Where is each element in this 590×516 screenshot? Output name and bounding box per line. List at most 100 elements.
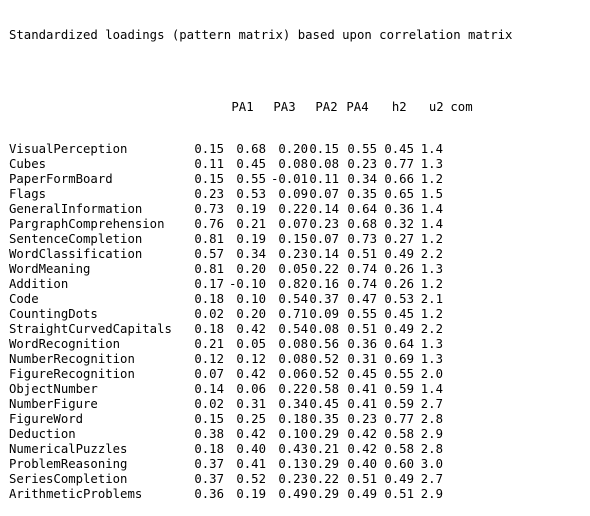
uniqueness-u2: 0.49 <box>384 322 414 336</box>
loading-pa3: 0.68 <box>236 142 266 156</box>
uniqueness-u2: 0.65 <box>384 187 414 201</box>
loading-pa2: 0.34 <box>278 397 308 411</box>
loading-pa4: 0.08 <box>309 157 339 171</box>
variable-name: WordMeaning <box>9 262 91 276</box>
loading-pa1: 0.57 <box>194 247 224 261</box>
loading-pa2: 0.23 <box>278 247 308 261</box>
variable-name: Cubes <box>9 157 47 171</box>
communality-h2: 0.36 <box>347 337 377 351</box>
loading-pa4: 0.21 <box>309 442 339 456</box>
uniqueness-u2: 0.58 <box>384 442 414 456</box>
variable-name: NumberRecognition <box>9 352 135 366</box>
complexity-com: 2.9 <box>420 487 443 501</box>
table-row: ObjectNumber 0.14 0.06 0.220.58 0.41 0.59 1.4 <box>9 382 512 397</box>
loading-pa4: 0.16 <box>309 277 339 291</box>
table-row: StraightCurvedCapitals 0.18 0.42 0.540.08 0.… <box>9 322 512 337</box>
communality-h2: 0.35 <box>347 187 377 201</box>
communality-h2: 0.23 <box>347 157 377 171</box>
table-row: Deduction 0.38 0.42 0.100.29 0.42 0.58 2.9 <box>9 427 512 442</box>
loading-pa1: 0.21 <box>194 337 224 351</box>
loading-pa3: 0.52 <box>236 472 266 486</box>
complexity-com: 2.8 <box>420 412 443 426</box>
variable-name: Flags <box>9 187 47 201</box>
loading-pa1: 0.15 <box>194 142 224 156</box>
loading-pa2: 0.54 <box>278 292 308 306</box>
loading-pa3: 0.31 <box>236 397 266 411</box>
table-row: SentenceCompletion 0.81 0.19 0.150.07 0.73 0.… <box>9 232 512 247</box>
loading-pa1: 0.23 <box>194 187 224 201</box>
communality-h2: 0.51 <box>347 472 377 486</box>
loading-pa1: 0.81 <box>194 262 224 276</box>
loading-pa4: 0.08 <box>309 322 339 336</box>
variable-name: NumericalPuzzles <box>9 442 128 456</box>
loading-pa1: 0.76 <box>194 217 224 231</box>
uniqueness-u2: 0.36 <box>384 202 414 216</box>
loading-pa4: 0.22 <box>309 262 339 276</box>
complexity-com: 1.2 <box>420 277 443 291</box>
loading-pa4: 0.37 <box>309 292 339 306</box>
loading-pa4: 0.07 <box>309 232 339 246</box>
loading-pa4: 0.56 <box>309 337 339 351</box>
loading-pa4: 0.11 <box>309 172 339 186</box>
uniqueness-u2: 0.32 <box>384 217 414 231</box>
table-row: FigureRecognition 0.07 0.42 0.060.52 0.45 0.5… <box>9 367 512 382</box>
table-row: ProblemReasoning 0.37 0.41 0.130.29 0.40 0.60… <box>9 457 512 472</box>
loading-pa1: 0.37 <box>194 472 224 486</box>
variable-name: GeneralInformation <box>9 202 143 216</box>
uniqueness-u2: 0.59 <box>384 397 414 411</box>
communality-h2: 0.51 <box>347 247 377 261</box>
loading-pa4: 0.52 <box>309 367 339 381</box>
variable-name: ObjectNumber <box>9 382 98 396</box>
complexity-com: 1.4 <box>420 142 443 156</box>
loading-pa2: 0.06 <box>278 367 308 381</box>
loading-pa1: 0.15 <box>194 172 224 186</box>
loading-pa3: 0.20 <box>236 262 266 276</box>
table-row: Flags 0.23 0.53 0.090.07 0.35 0.65 1.5 <box>9 187 512 202</box>
uniqueness-u2: 0.51 <box>384 487 414 501</box>
table-row: FigureWord 0.15 0.25 0.180.35 0.23 0.77 2.8 <box>9 412 512 427</box>
loading-pa4: 0.23 <box>309 217 339 231</box>
variable-name: FigureWord <box>9 412 84 426</box>
uniqueness-u2: 0.49 <box>384 472 414 486</box>
complexity-com: 1.5 <box>420 187 443 201</box>
complexity-com: 1.4 <box>420 217 443 231</box>
loading-pa3: 0.42 <box>236 322 266 336</box>
table-row: WordClassification 0.57 0.34 0.230.14 0.51 0.… <box>9 247 512 262</box>
loading-pa1: 0.38 <box>194 427 224 441</box>
variable-name: ProblemReasoning <box>9 457 128 471</box>
uniqueness-u2: 0.66 <box>384 172 414 186</box>
communality-h2: 0.45 <box>347 367 377 381</box>
uniqueness-u2: 0.58 <box>384 427 414 441</box>
communality-h2: 0.68 <box>347 217 377 231</box>
console-output: Standardized loadings (pattern matrix) b… <box>9 0 512 516</box>
table-row: PaperFormBoard 0.15 0.55 -0.010.11 0.34 0.66 1… <box>9 172 512 187</box>
variable-name: CountingDots <box>9 307 98 321</box>
loading-pa4: 0.14 <box>309 202 339 216</box>
loading-pa2: 0.49 <box>278 487 308 501</box>
loading-pa1: 0.37 <box>194 457 224 471</box>
loading-pa2: 0.10 <box>278 427 308 441</box>
table-row: ArithmeticProblems 0.36 0.19 0.490.29 0.49 0.… <box>9 487 512 502</box>
loading-pa3: 0.41 <box>236 457 266 471</box>
uniqueness-u2: 0.49 <box>384 247 414 261</box>
loading-pa2: 0.82 <box>278 277 308 291</box>
complexity-com: 2.2 <box>420 322 443 336</box>
header-pa1: PA1 <box>231 100 254 114</box>
loading-pa2: -0.01 <box>270 172 308 186</box>
loading-pa1: 0.18 <box>194 292 224 306</box>
uniqueness-u2: 0.55 <box>384 367 414 381</box>
loading-pa3: 0.20 <box>236 307 266 321</box>
uniqueness-u2: 0.77 <box>384 412 414 426</box>
loading-pa3: 0.05 <box>236 337 266 351</box>
uniqueness-u2: 0.26 <box>384 277 414 291</box>
loading-pa4: 0.35 <box>309 412 339 426</box>
loading-pa4: 0.09 <box>309 307 339 321</box>
loading-pa2: 0.43 <box>278 442 308 456</box>
loading-pa2: 0.05 <box>278 262 308 276</box>
loading-pa2: 0.22 <box>278 202 308 216</box>
loading-pa2: 0.22 <box>278 382 308 396</box>
header-pa2: PA2 <box>315 100 338 114</box>
table-row: VisualPerception 0.15 0.68 0.200.15 0.55 0.45… <box>9 142 512 157</box>
table-row: NumberRecognition 0.12 0.12 0.080.52 0.31 0.6… <box>9 352 512 367</box>
loading-pa3: 0.19 <box>236 202 266 216</box>
